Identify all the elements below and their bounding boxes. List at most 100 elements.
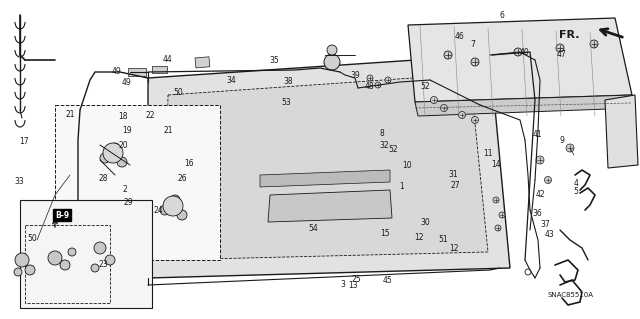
Text: 14: 14	[491, 160, 501, 169]
Polygon shape	[148, 55, 510, 278]
Text: 50: 50	[27, 234, 37, 243]
Text: 8: 8	[379, 130, 384, 138]
Text: 27: 27	[451, 181, 461, 190]
Circle shape	[94, 242, 106, 254]
Text: 30: 30	[420, 218, 431, 227]
Text: 11: 11	[483, 149, 492, 158]
Polygon shape	[408, 18, 632, 102]
Text: 54: 54	[308, 224, 319, 233]
Text: B-9: B-9	[55, 211, 69, 219]
Circle shape	[14, 268, 22, 276]
Text: 53: 53	[282, 98, 292, 107]
Text: 31: 31	[448, 170, 458, 179]
Text: 24: 24	[154, 206, 164, 215]
Text: 22: 22	[146, 111, 155, 120]
Circle shape	[495, 225, 501, 231]
Text: 7: 7	[470, 40, 475, 49]
Text: 12: 12	[450, 244, 459, 253]
Circle shape	[110, 143, 120, 153]
Text: 29: 29	[123, 198, 133, 207]
Text: 52: 52	[420, 82, 430, 91]
Circle shape	[375, 82, 381, 88]
Polygon shape	[605, 95, 638, 168]
Bar	[128, 68, 146, 76]
Circle shape	[499, 212, 505, 218]
Text: FR.: FR.	[559, 30, 580, 40]
Polygon shape	[268, 190, 392, 222]
Text: 46: 46	[454, 32, 465, 41]
Circle shape	[431, 97, 438, 103]
Circle shape	[163, 196, 183, 216]
Circle shape	[385, 77, 391, 83]
Polygon shape	[260, 170, 390, 187]
Text: 5: 5	[573, 187, 579, 196]
Text: 35: 35	[269, 56, 279, 65]
Text: 26: 26	[177, 174, 188, 183]
Text: 16: 16	[184, 159, 194, 168]
Text: 38: 38	[283, 77, 293, 86]
Text: 50: 50	[173, 88, 183, 97]
Text: 48: 48	[365, 82, 375, 91]
Text: 40: 40	[520, 48, 530, 57]
Text: 45: 45	[382, 276, 392, 285]
Bar	[55, 105, 220, 260]
Circle shape	[324, 54, 340, 70]
Circle shape	[444, 51, 452, 59]
Circle shape	[105, 255, 115, 265]
Text: 23: 23	[99, 260, 109, 269]
Text: 44: 44	[163, 56, 173, 64]
Circle shape	[556, 44, 564, 52]
Text: 39: 39	[350, 71, 360, 80]
Text: 52: 52	[388, 145, 398, 154]
Circle shape	[103, 143, 123, 163]
Circle shape	[68, 248, 76, 256]
Text: 21: 21	[164, 126, 173, 135]
Circle shape	[170, 195, 180, 205]
Circle shape	[493, 197, 499, 203]
Circle shape	[566, 144, 574, 152]
Polygon shape	[415, 95, 635, 116]
Text: 32: 32	[379, 141, 389, 150]
Text: 18: 18	[118, 112, 127, 121]
Text: 49: 49	[122, 78, 132, 87]
Circle shape	[160, 205, 170, 215]
Circle shape	[458, 112, 465, 118]
Circle shape	[536, 156, 544, 164]
Circle shape	[514, 48, 522, 56]
Text: 21: 21	[66, 110, 75, 119]
Text: 49: 49	[111, 67, 122, 76]
Bar	[152, 66, 167, 73]
Circle shape	[15, 253, 29, 267]
Text: SNAC85510A: SNAC85510A	[547, 292, 593, 298]
Text: 2: 2	[122, 185, 127, 194]
Circle shape	[48, 251, 62, 265]
Text: 36: 36	[532, 209, 543, 218]
Circle shape	[60, 260, 70, 270]
Circle shape	[367, 75, 373, 81]
Bar	[195, 57, 210, 68]
Text: 15: 15	[380, 229, 390, 238]
Circle shape	[525, 269, 531, 275]
Text: 6: 6	[500, 11, 505, 20]
Circle shape	[471, 58, 479, 66]
Polygon shape	[165, 74, 488, 260]
Circle shape	[91, 264, 99, 272]
Text: 25: 25	[351, 275, 361, 284]
Text: 41: 41	[532, 130, 543, 139]
Text: 47: 47	[557, 50, 567, 59]
Circle shape	[440, 105, 447, 112]
Text: 4: 4	[573, 179, 579, 188]
Text: 9: 9	[559, 136, 564, 145]
Circle shape	[25, 265, 35, 275]
Circle shape	[177, 210, 187, 220]
Text: 28: 28	[99, 174, 108, 183]
Text: 43: 43	[544, 230, 554, 239]
Circle shape	[590, 40, 598, 48]
Text: 17: 17	[19, 137, 29, 146]
Text: 33: 33	[14, 177, 24, 186]
Text: 3: 3	[340, 280, 345, 289]
Text: 51: 51	[438, 235, 448, 244]
Bar	[20, 200, 152, 308]
Text: 10: 10	[402, 161, 412, 170]
Circle shape	[327, 45, 337, 55]
